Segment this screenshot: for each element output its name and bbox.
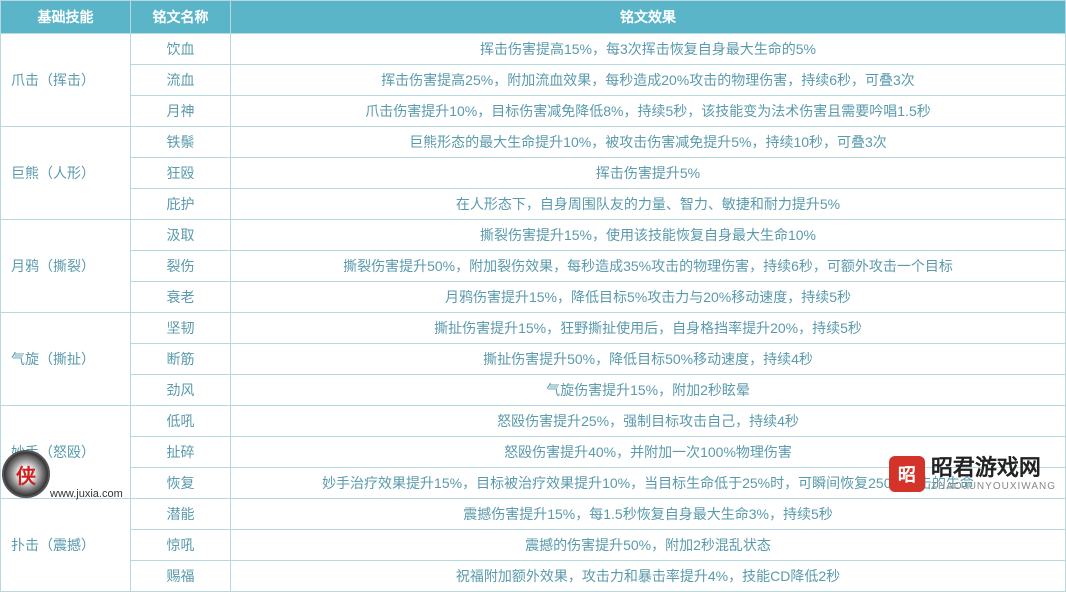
skill-cell: 月鸦（撕裂） xyxy=(1,220,131,313)
rune-name-cell: 裂伤 xyxy=(131,251,231,282)
table-row: 气旋（撕扯）坚韧撕扯伤害提升15%，狂野撕扯使用后，自身格挡率提升20%，持续5… xyxy=(1,313,1066,344)
table-row: 妙手（怒殴）低吼怒殴伤害提升25%，强制目标攻击自己，持续4秒 xyxy=(1,406,1066,437)
rune-name-cell: 流血 xyxy=(131,65,231,96)
rune-effect-cell: 巨熊形态的最大生命提升10%，被攻击伤害减免提升5%，持续10秒，可叠3次 xyxy=(231,127,1066,158)
juxia-site-url: www.juxia.com xyxy=(50,488,123,500)
header-name: 铭文名称 xyxy=(131,1,231,34)
skill-cell: 气旋（撕扯） xyxy=(1,313,131,406)
watermark-left: 侠 www.juxia.com xyxy=(2,450,50,498)
rune-name-cell: 赐福 xyxy=(131,561,231,592)
rune-effect-cell: 怒殴伤害提升25%，强制目标攻击自己，持续4秒 xyxy=(231,406,1066,437)
rune-effect-cell: 爪击伤害提升10%，目标伤害减免降低8%，持续5秒，该技能变为法术伤害且需要吟唱… xyxy=(231,96,1066,127)
table-row: 狂殴挥击伤害提升5% xyxy=(1,158,1066,189)
skill-cell: 巨熊（人形） xyxy=(1,127,131,220)
rune-name-cell: 断筋 xyxy=(131,344,231,375)
rune-effect-cell: 撕裂伤害提升50%，附加裂伤效果，每秒造成35%攻击的物理伤害，持续6秒，可额外… xyxy=(231,251,1066,282)
skill-cell: 扑击（震撼） xyxy=(1,499,131,592)
watermark-right: 昭 昭君游戏网 ZHAOJUNYOUXIWANG xyxy=(889,456,1056,492)
rune-name-cell: 恢复 xyxy=(131,468,231,499)
juxia-logo-char: 侠 xyxy=(16,460,36,489)
juxia-logo-icon: 侠 xyxy=(2,450,50,498)
rune-name-cell: 潜能 xyxy=(131,499,231,530)
table-row: 爪击（挥击）饮血挥击伤害提高15%，每3次挥击恢复自身最大生命的5% xyxy=(1,34,1066,65)
table-row: 裂伤撕裂伤害提升50%，附加裂伤效果，每秒造成35%攻击的物理伤害，持续6秒，可… xyxy=(1,251,1066,282)
rune-name-cell: 狂殴 xyxy=(131,158,231,189)
rune-effect-cell: 挥击伤害提高25%，附加流血效果，每秒造成20%攻击的物理伤害，持续6秒，可叠3… xyxy=(231,65,1066,96)
rune-effect-cell: 震撼伤害提升15%，每1.5秒恢复自身最大生命3%，持续5秒 xyxy=(231,499,1066,530)
table-row: 月神爪击伤害提升10%，目标伤害减免降低8%，持续5秒，该技能变为法术伤害且需要… xyxy=(1,96,1066,127)
rune-name-cell: 月神 xyxy=(131,96,231,127)
zhaojun-main-text: 昭君游戏网 xyxy=(931,456,1056,480)
rune-effect-cell: 挥击伤害提升5% xyxy=(231,158,1066,189)
rune-effect-cell: 震撼的伤害提升50%，附加2秒混乱状态 xyxy=(231,530,1066,561)
skill-cell: 爪击（挥击） xyxy=(1,34,131,127)
header-skill: 基础技能 xyxy=(1,1,131,34)
rune-name-cell: 汲取 xyxy=(131,220,231,251)
rune-effect-cell: 月鸦伤害提升15%，降低目标5%攻击力与20%移动速度，持续5秒 xyxy=(231,282,1066,313)
table-row: 月鸦（撕裂）汲取撕裂伤害提升15%，使用该技能恢复自身最大生命10% xyxy=(1,220,1066,251)
table-row: 断筋撕扯伤害提升50%，降低目标50%移动速度，持续4秒 xyxy=(1,344,1066,375)
table-row: 赐福祝福附加额外效果，攻击力和暴击率提升4%，技能CD降低2秒 xyxy=(1,561,1066,592)
rune-name-cell: 坚韧 xyxy=(131,313,231,344)
table-row: 巨熊（人形）铁鬃巨熊形态的最大生命提升10%，被攻击伤害减免提升5%，持续10秒… xyxy=(1,127,1066,158)
rune-effect-cell: 撕裂伤害提升15%，使用该技能恢复自身最大生命10% xyxy=(231,220,1066,251)
zhaojun-logo-char: 昭 xyxy=(898,461,916,487)
table-row: 衰老月鸦伤害提升15%，降低目标5%攻击力与20%移动速度，持续5秒 xyxy=(1,282,1066,313)
rune-name-cell: 铁鬃 xyxy=(131,127,231,158)
header-effect: 铭文效果 xyxy=(231,1,1066,34)
table-row: 庇护在人形态下，自身周围队友的力量、智力、敏捷和耐力提升5% xyxy=(1,189,1066,220)
rune-table: 基础技能 铭文名称 铭文效果 爪击（挥击）饮血挥击伤害提高15%，每3次挥击恢复… xyxy=(0,0,1066,592)
rune-name-cell: 饮血 xyxy=(131,34,231,65)
rune-effect-cell: 气旋伤害提升15%，附加2秒眩晕 xyxy=(231,375,1066,406)
rune-name-cell: 惊吼 xyxy=(131,530,231,561)
zhaojun-text-block: 昭君游戏网 ZHAOJUNYOUXIWANG xyxy=(931,456,1056,491)
rune-name-cell: 衰老 xyxy=(131,282,231,313)
rune-name-cell: 低吼 xyxy=(131,406,231,437)
zhaojun-logo-icon: 昭 xyxy=(889,456,925,492)
table-row: 扑击（震撼）潜能震撼伤害提升15%，每1.5秒恢复自身最大生命3%，持续5秒 xyxy=(1,499,1066,530)
rune-effect-cell: 撕扯伤害提升50%，降低目标50%移动速度，持续4秒 xyxy=(231,344,1066,375)
rune-effect-cell: 在人形态下，自身周围队友的力量、智力、敏捷和耐力提升5% xyxy=(231,189,1066,220)
rune-effect-cell: 挥击伤害提高15%，每3次挥击恢复自身最大生命的5% xyxy=(231,34,1066,65)
rune-name-cell: 扯碎 xyxy=(131,437,231,468)
rune-effect-cell: 祝福附加额外效果，攻击力和暴击率提升4%，技能CD降低2秒 xyxy=(231,561,1066,592)
rune-name-cell: 庇护 xyxy=(131,189,231,220)
zhaojun-sub-text: ZHAOJUNYOUXIWANG xyxy=(931,481,1056,492)
header-row: 基础技能 铭文名称 铭文效果 xyxy=(1,1,1066,34)
rune-effect-cell: 撕扯伤害提升15%，狂野撕扯使用后，自身格挡率提升20%，持续5秒 xyxy=(231,313,1066,344)
rune-name-cell: 劲风 xyxy=(131,375,231,406)
table-row: 惊吼震撼的伤害提升50%，附加2秒混乱状态 xyxy=(1,530,1066,561)
table-row: 劲风气旋伤害提升15%，附加2秒眩晕 xyxy=(1,375,1066,406)
table-row: 流血挥击伤害提高25%，附加流血效果，每秒造成20%攻击的物理伤害，持续6秒，可… xyxy=(1,65,1066,96)
